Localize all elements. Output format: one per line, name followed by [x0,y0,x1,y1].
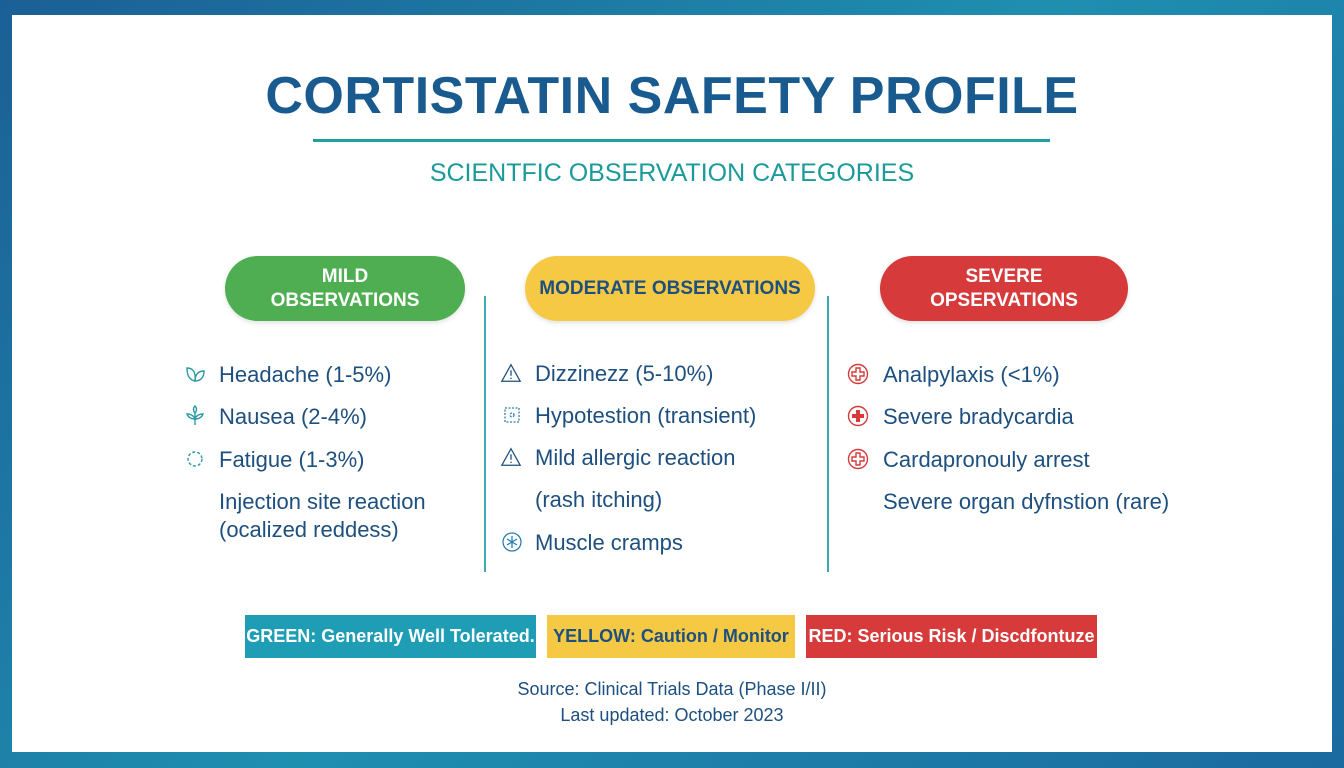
severe-heading-pill: SEVERE OPSERVATIONS [880,256,1128,321]
list-item: Injection site reaction [219,489,426,514]
leaf-icon [184,363,206,385]
gear-icon [184,448,206,470]
list-item: Dizzinezz (5-10%) [535,361,714,386]
column-divider [827,296,829,572]
source-note: Source: Clinical Trials Data (Phase I/II… [517,679,827,699]
list-item: Analpylaxis (<1%) [883,362,1060,387]
legend-yellow: YELLOW: Caution / Monitor [547,615,795,658]
last-updated: Last updated: October 2023 [560,705,784,725]
list-item: Nausea (2-4%) [219,404,367,429]
column-divider [484,296,486,572]
medical-cross-icon [847,448,869,470]
moderate-heading-pill: MODERATE OBSERVATIONS [525,256,815,321]
mild-heading-pill: MILD OBSERVATIONS [225,256,465,321]
medical-cross-filled-icon [847,405,869,427]
title-underline [313,139,1050,142]
page-title: CORTISTATIN SAFETY PROFILE [265,67,1079,125]
warning-icon [500,362,522,384]
list-item: (ocalized reddess) [219,517,399,542]
legend-green: GREEN: Generally Well Tolerated. [245,615,536,658]
list-item: Severe bradycardia [883,404,1074,429]
list-item: Muscle cramps [535,530,683,555]
list-item: Fatigue (1-3%) [219,447,365,472]
list-item: Headache (1-5%) [219,362,392,387]
plant-icon [184,405,206,427]
list-item: Mild allergic reaction [535,445,736,470]
legend-red: RED: Serious Risk / Discdfontuze [806,615,1097,658]
puzzle-icon [501,404,523,426]
subtitle: SCIENTFIC OBSERVATION CATEGORIES [429,159,915,187]
warning-icon [500,446,522,468]
list-item: Hypotestion (transient) [535,403,757,428]
snowflake-icon [501,531,523,553]
list-item: (rash itching) [535,487,663,512]
list-item: Severe organ dyfnstion (rare) [883,489,1170,514]
medical-cross-icon [847,363,869,385]
list-item: Cardapronouly arrest [883,447,1090,472]
